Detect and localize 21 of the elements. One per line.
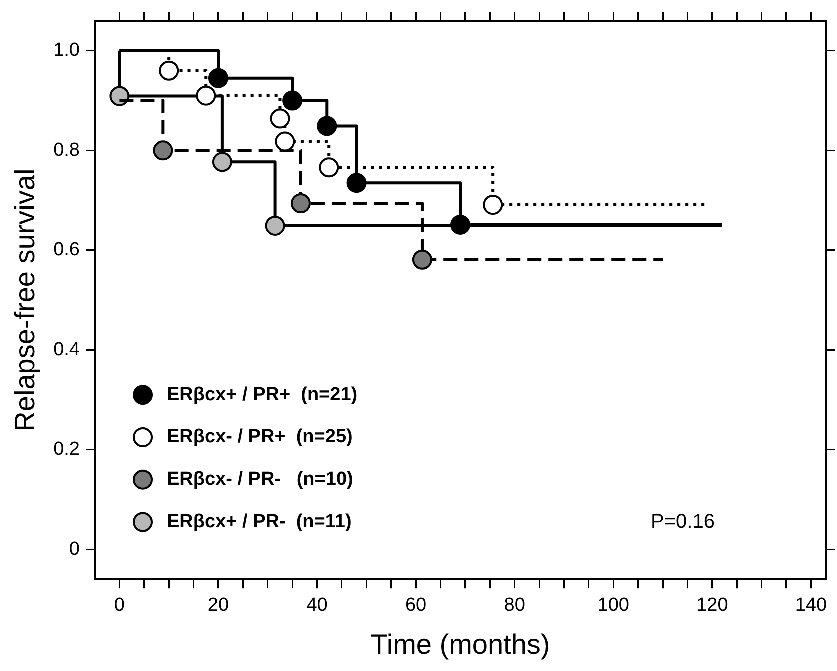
- y-axis-title: Relapse-free survival: [10, 168, 41, 432]
- annotation: P=0.16: [651, 510, 715, 533]
- legend-label: ERβcx+ / PR- (n=11): [167, 511, 352, 532]
- y-tick-label: 0.2: [54, 439, 80, 460]
- y-tick-label: 0: [69, 538, 80, 560]
- x-axis-title: Time (months): [370, 628, 550, 660]
- legend-label: ERβcx+ / PR+ (n=21): [167, 384, 358, 406]
- y-tick-label: 0.6: [54, 240, 80, 261]
- x-tick-label: 0: [114, 595, 125, 616]
- legend-label: ERβcx- / PR- (n=10): [167, 469, 354, 490]
- y-tick-label: 0.8: [54, 140, 80, 161]
- x-tick-label: 20: [208, 595, 230, 616]
- x-tick-label: 100: [598, 595, 630, 616]
- y-tick-label: 0.4: [54, 339, 80, 360]
- x-tick-label: 60: [405, 595, 427, 616]
- y-tick-label: 1.0: [54, 40, 80, 62]
- x-tick-label: 140: [795, 595, 828, 616]
- x-tick-label: 120: [696, 595, 728, 616]
- x-tick-label: 80: [504, 595, 526, 616]
- legend-label: ERβcx- / PR+ (n=25): [167, 426, 353, 448]
- x-tick-label: 40: [306, 595, 328, 616]
